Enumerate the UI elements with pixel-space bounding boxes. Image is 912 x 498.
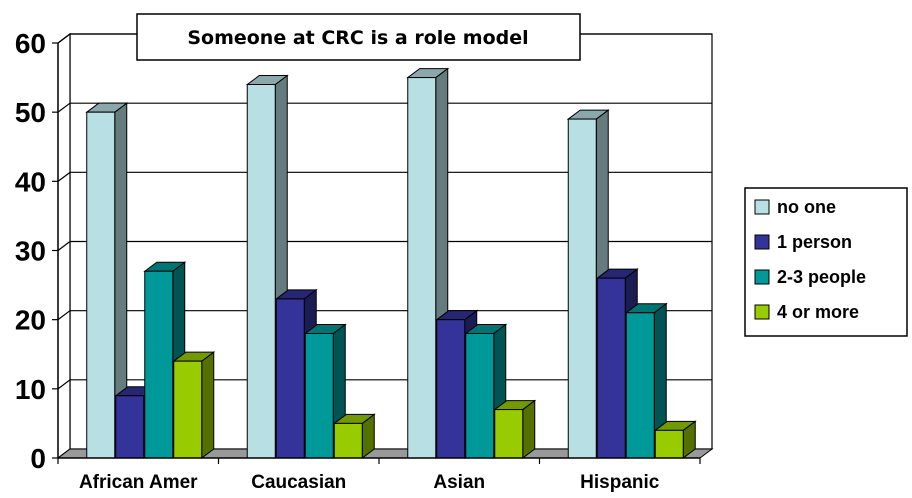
legend-item: 1 person [754,232,852,252]
y-tick-label: 60 [15,28,46,59]
y-tick-label: 10 [15,374,46,405]
legend-item: no one [754,197,836,217]
x-axis-ticks: African Amer Caucasian Asian Hispanic [57,457,701,493]
legend-label: 2-3 people [777,267,866,287]
bar-asian-4-or-more [493,399,537,459]
gridline [57,310,712,321]
y-axis-ticks: 0 10 20 30 40 50 60 [15,28,59,474]
legend-label: 1 person [777,232,852,252]
y-tick-label: 30 [15,236,46,267]
gridline [57,102,712,113]
y-tick-label: 50 [15,97,46,128]
x-tick-label: African Amer [79,472,198,493]
legend-item: 2-3 people [754,267,866,287]
bar-african-amer-4-or-more [172,351,216,459]
bar-hispanic-4-or-more [653,420,697,459]
legend-swatch [754,304,770,320]
legend-swatch [754,199,770,215]
gridline [57,171,712,182]
chart-title-box: Someone at CRC is a role model [136,13,581,61]
bar-hispanic-2-3-people [624,302,668,459]
y-tick-label: 0 [30,443,46,474]
x-tick-label: Caucasian [251,472,346,493]
y-tick-label: 20 [15,305,46,336]
legend-label: no one [777,197,836,217]
chart-title: Someone at CRC is a role model [187,27,528,49]
gridline [57,240,712,251]
legend-swatch [754,234,770,250]
bar-african-amer-no-one [85,102,129,459]
y-tick-label: 40 [15,166,46,197]
legend-swatch [754,269,770,285]
legend-box [744,187,908,337]
bar-caucasian-4-or-more [332,413,376,459]
legend-label: 4 or more [777,302,859,322]
x-tick-label: Asian [433,472,485,493]
legend: no one 1 person 2-3 people 4 or more [744,187,908,337]
legend-item: 4 or more [754,302,859,322]
x-tick-label: Hispanic [580,472,660,493]
bars [85,67,697,459]
